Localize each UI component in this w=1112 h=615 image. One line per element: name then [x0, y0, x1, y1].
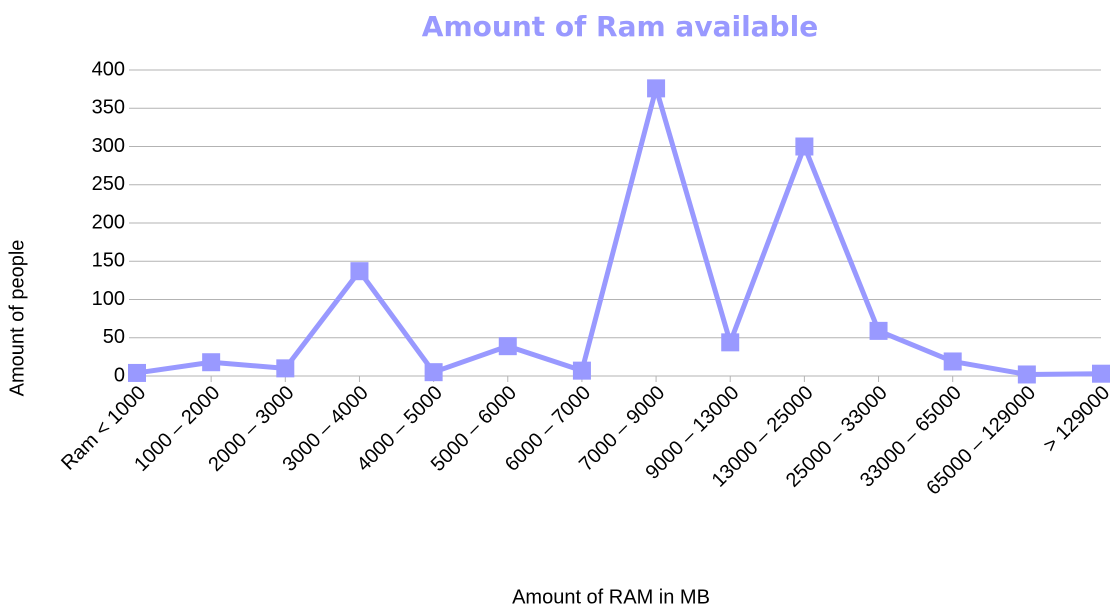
y-tick-label: 100: [92, 288, 125, 310]
point: [128, 363, 146, 382]
y-tick-label: 300: [92, 135, 125, 157]
y-tick-label: 50: [103, 326, 125, 348]
point: [647, 79, 666, 98]
y-axis-title: Amount of people: [6, 240, 28, 397]
point: [1017, 365, 1036, 384]
point: [350, 262, 369, 281]
y-tick-label: 0: [114, 364, 125, 386]
x-tick-label: > 129000: [1039, 382, 1112, 457]
point: [276, 359, 295, 378]
point: [202, 353, 221, 372]
series-line: [136, 85, 1102, 377]
x-axis-title: Amount of RAM in MB: [512, 586, 710, 608]
y-tick-label: 150: [92, 250, 125, 272]
point: [795, 137, 814, 156]
y-tick-label: 350: [92, 97, 125, 119]
point: [943, 352, 962, 371]
y-tick-label: 200: [92, 211, 125, 233]
chart-title: Amount of Ram available: [422, 10, 818, 43]
point: [572, 361, 591, 380]
point: [424, 363, 443, 382]
y-tick-label: 250: [92, 173, 125, 195]
y-tick-label: 400: [92, 58, 125, 80]
point: [721, 333, 740, 352]
point: [1092, 364, 1110, 383]
point: [498, 337, 517, 356]
point: [869, 321, 888, 340]
